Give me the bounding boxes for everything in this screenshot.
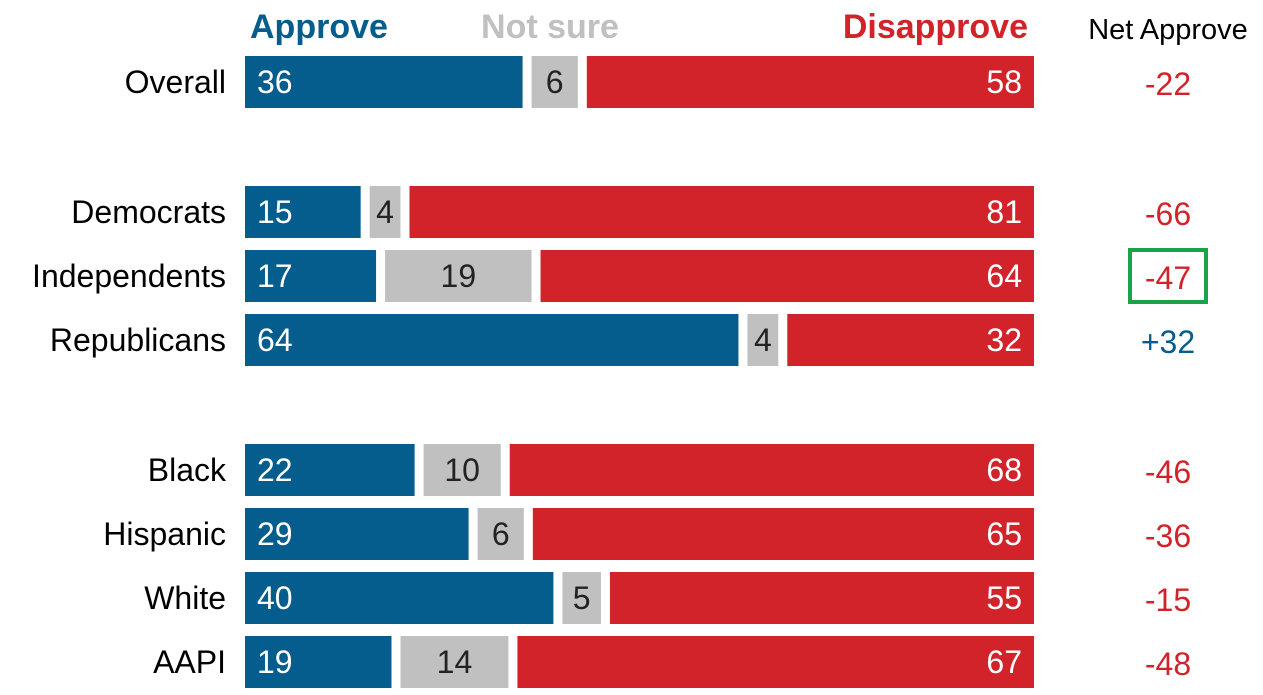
bar-not-sure-black	[423, 444, 501, 496]
bar-approve-republicans	[245, 314, 739, 366]
value-not-sure-independents: 19	[441, 258, 477, 294]
value-not-sure-aapi: 14	[437, 644, 473, 680]
row-independents: Independents 17 19 64 -47	[32, 248, 1208, 304]
legend-not-sure: Not sure	[481, 8, 619, 46]
row-label-aapi: AAPI	[153, 644, 226, 680]
row-aapi: AAPI 19 14 67 -48	[153, 636, 1191, 688]
row-overall: Overall 36 6 58 -22	[125, 56, 1191, 108]
bar-approve-hispanic	[245, 508, 469, 560]
bar-not-sure-republicans	[747, 314, 779, 366]
value-approve-republicans: 64	[257, 322, 293, 358]
row-label-white: White	[144, 580, 226, 616]
row-black: Black 22 10 68 -46	[148, 444, 1191, 496]
value-disapprove-democrats: 81	[986, 194, 1022, 230]
legend-disapprove: Disapprove	[843, 8, 1028, 46]
value-not-sure-republicans: 4	[754, 322, 772, 358]
value-not-sure-hispanic: 6	[492, 516, 510, 552]
chart-legend: Approve Not sure Disapprove Net Approve	[250, 8, 1248, 46]
bar-disapprove-hispanic	[532, 508, 1034, 560]
value-approve-democrats: 15	[257, 194, 293, 230]
net-value-black: -46	[1145, 454, 1191, 490]
value-approve-overall: 36	[257, 64, 293, 100]
net-value-democrats: -66	[1145, 196, 1191, 232]
net-value-white: -15	[1145, 582, 1191, 618]
row-label-hispanic: Hispanic	[103, 516, 226, 552]
bar-disapprove-republicans	[787, 314, 1034, 366]
value-approve-white: 40	[257, 580, 293, 616]
bar-approve-aapi	[245, 636, 392, 688]
bar-disapprove-independents	[540, 250, 1034, 302]
value-not-sure-overall: 6	[546, 64, 564, 100]
value-not-sure-black: 10	[444, 452, 480, 488]
value-approve-hispanic: 29	[257, 516, 293, 552]
value-disapprove-aapi: 67	[986, 644, 1022, 680]
net-value-republicans: +32	[1141, 324, 1195, 360]
row-label-black: Black	[148, 452, 227, 488]
value-disapprove-overall: 58	[986, 64, 1022, 100]
bar-disapprove-democrats	[409, 186, 1034, 238]
bar-not-sure-aapi	[400, 636, 509, 688]
row-hispanic: Hispanic 29 6 65 -36	[103, 508, 1191, 560]
value-approve-black: 22	[257, 452, 293, 488]
bar-not-sure-white	[562, 572, 601, 624]
bar-approve-overall	[245, 56, 523, 108]
value-disapprove-republicans: 32	[986, 322, 1022, 358]
bar-not-sure-overall	[531, 56, 578, 108]
bar-not-sure-democrats	[369, 186, 401, 238]
net-value-independents: -47	[1145, 260, 1191, 296]
row-republicans: Republicans 64 4 32 +32	[50, 314, 1195, 366]
row-label-independents: Independents	[32, 258, 226, 294]
net-highlight-box-independents	[1128, 248, 1208, 304]
value-not-sure-democrats: 4	[376, 194, 394, 230]
value-approve-aapi: 19	[257, 644, 293, 680]
net-value-aapi: -48	[1145, 646, 1191, 682]
row-democrats: Democrats 15 4 81 -66	[71, 186, 1191, 238]
row-label-democrats: Democrats	[71, 194, 226, 230]
value-disapprove-black: 68	[986, 452, 1022, 488]
bar-disapprove-black	[509, 444, 1035, 496]
chart-rows: Overall 36 6 58 -22 Democrats 15 4 81 -66 Independ…	[32, 56, 1208, 688]
bar-approve-black	[245, 444, 415, 496]
bar-disapprove-white	[609, 572, 1034, 624]
row-label-overall: Overall	[125, 64, 226, 100]
bar-approve-white	[245, 572, 554, 624]
value-disapprove-hispanic: 65	[986, 516, 1022, 552]
bar-not-sure-independents	[385, 250, 532, 302]
bar-disapprove-overall	[586, 56, 1034, 108]
legend-approve: Approve	[250, 8, 388, 46]
net-approve-header: Net Approve	[1088, 14, 1248, 46]
value-approve-independents: 17	[257, 258, 293, 294]
value-disapprove-white: 55	[986, 580, 1022, 616]
net-value-hispanic: -36	[1145, 518, 1191, 554]
bar-not-sure-hispanic	[477, 508, 524, 560]
bar-approve-independents	[245, 250, 377, 302]
bar-approve-democrats	[245, 186, 361, 238]
row-label-republicans: Republicans	[50, 322, 226, 358]
value-not-sure-white: 5	[573, 580, 591, 616]
bar-disapprove-aapi	[517, 636, 1034, 688]
net-value-overall: -22	[1145, 66, 1191, 102]
row-white: White 40 5 55 -15	[144, 572, 1191, 624]
value-disapprove-independents: 64	[986, 258, 1022, 294]
